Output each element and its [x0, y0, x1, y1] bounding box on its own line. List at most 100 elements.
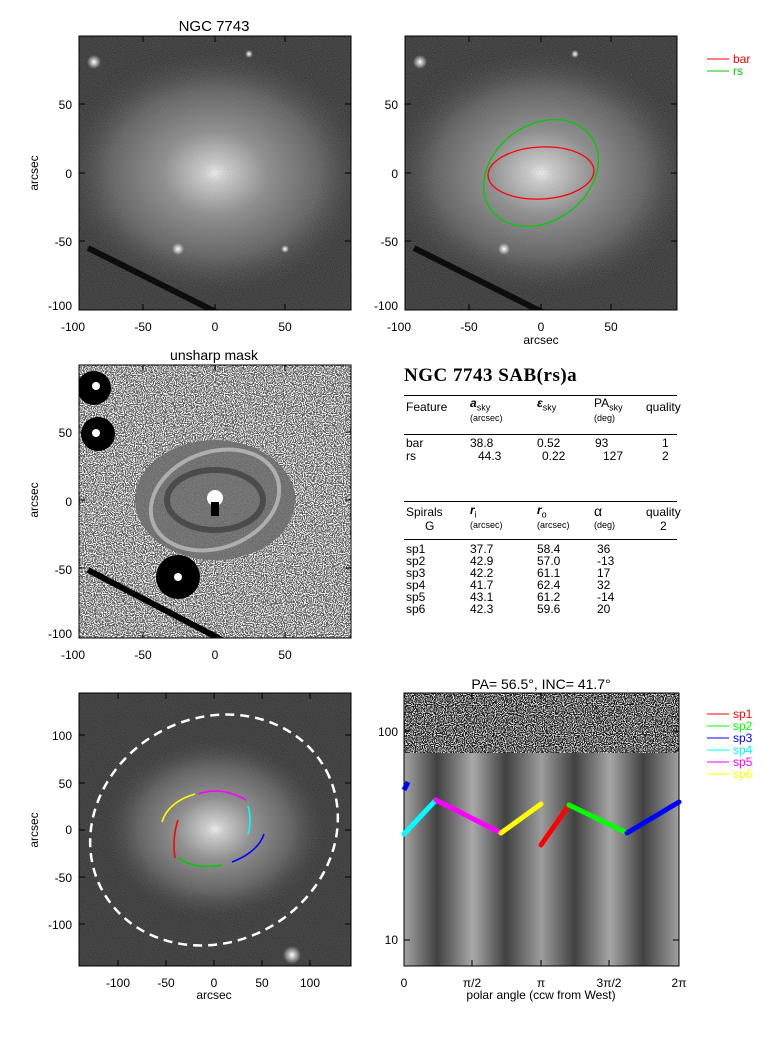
feature-name: bar [406, 436, 424, 450]
xtick-p1: 0 [212, 320, 219, 334]
spiral-ro: 57.0 [537, 554, 561, 568]
ytick-p1: -50 [55, 235, 73, 249]
spiral-ri: 37.7 [470, 542, 494, 556]
spiral-ro: 58.4 [537, 542, 561, 556]
xtick-p5: 50 [255, 976, 269, 990]
segment-sp4 [401, 797, 439, 837]
ytick-p6: 100 [378, 725, 398, 739]
legend-label-rs: rs [733, 64, 743, 78]
spiral-ri: 42.9 [470, 554, 494, 568]
xtick-p6: π/2 [463, 976, 482, 990]
disk-ellipse [88, 713, 340, 947]
legend-label-sp2: sp2 [733, 719, 753, 733]
spiral-ri: 42.2 [470, 566, 494, 580]
table-title: NGC 7743 SAB(rs)a [404, 365, 578, 386]
ytick-p5: 50 [59, 777, 73, 791]
segment-sp2 [566, 802, 630, 836]
xlabel-p2: arcsec [523, 333, 558, 347]
panel3-title: unsharp mask [170, 347, 259, 363]
segment-sp1 [538, 802, 572, 848]
ytick-p5: -50 [55, 871, 73, 885]
xtick-p5: -100 [106, 976, 130, 990]
panel-polar-plot [403, 692, 680, 967]
arc-sp2 [177, 857, 223, 868]
segment-sp3 [624, 799, 682, 836]
panel1-title: NGC 7743 [179, 18, 250, 35]
xtick-p1: -50 [134, 320, 152, 334]
spiral-segments [401, 780, 682, 848]
ytick-p3: 50 [59, 426, 73, 440]
ylabel-p1: arcsec [27, 155, 41, 190]
feature-a: 38.8 [470, 436, 494, 450]
spiral-alpha: -13 [597, 554, 615, 568]
spiral-ri: 42.3 [470, 602, 494, 616]
spiral-ri: 43.1 [470, 590, 494, 604]
spiral-alpha: 20 [597, 602, 611, 616]
ytick-p3: -50 [55, 563, 73, 577]
xtick-p2: -100 [387, 320, 411, 334]
ytick-p5: 0 [65, 823, 72, 837]
spiral-name: sp5 [406, 590, 426, 604]
xlabel-p5: arcsec [196, 988, 231, 1002]
feature-q: 1 [662, 436, 669, 450]
xtick-p5: 100 [300, 976, 320, 990]
ytick-p5: 100 [52, 729, 72, 743]
xtick-p3: 0 [212, 648, 219, 662]
tick-marks [79, 36, 679, 966]
arc-sp5 [197, 790, 247, 801]
xtick-p5: 0 [211, 976, 218, 990]
ytick-p2: -50 [381, 235, 399, 249]
spiral-alpha: 17 [597, 566, 611, 580]
feature-e: 0.22 [542, 449, 566, 463]
legend-label-sp1: sp1 [733, 707, 753, 721]
spiral-ro: 61.2 [537, 590, 561, 604]
ytick-p2: 50 [385, 98, 399, 112]
ytick-p3: 0 [65, 495, 72, 509]
xlabel-p6: polar angle (ccw from West) [466, 988, 615, 1002]
ytick-p1: -100 [48, 299, 72, 313]
ytick-p2: -100 [374, 299, 398, 313]
panel-unsharp-mask [78, 364, 352, 639]
legend-label-bar: bar [733, 52, 750, 66]
bar-ellipse [487, 146, 595, 200]
panel6-title: PA= 56.5°, INC= 41.7° [471, 676, 610, 692]
panel-ellipse-fits [404, 35, 678, 311]
xtick-p3: -50 [134, 648, 152, 662]
spiral-alpha: 32 [597, 578, 611, 592]
legend-label-sp6: sp6 [733, 767, 753, 781]
arc-sp3 [231, 833, 265, 863]
legend-label-sp4: sp4 [733, 743, 753, 757]
xtick-p6: π [537, 976, 545, 990]
spiral-ro: 59.6 [537, 602, 561, 616]
xtick-p1: -100 [61, 320, 85, 334]
panel-image-ngc7743 [78, 35, 352, 311]
spiral-ri: 41.7 [470, 578, 494, 592]
spiral-name: sp4 [406, 578, 426, 592]
feature-q: 2 [662, 449, 669, 463]
legend-label-sp3: sp3 [733, 731, 753, 745]
arc-sp6 [161, 793, 196, 823]
ytick-p1: 0 [65, 167, 72, 181]
legend-label-sp5: sp5 [733, 755, 753, 769]
panel-spiral-arcs [78, 692, 352, 967]
feature-pa: 93 [595, 436, 609, 450]
xtick-p6: 3π/2 [597, 976, 622, 990]
ytick-p2: 0 [391, 167, 398, 181]
segment-sp5 [433, 797, 504, 836]
feature-name: rs [406, 449, 416, 463]
xtick-p3: 50 [278, 648, 292, 662]
segment-sp6 [498, 801, 544, 836]
hdr-feature: Feature [406, 400, 448, 414]
xtick-p3: -100 [61, 648, 85, 662]
xtick-p2: -50 [460, 320, 478, 334]
xtick-p2: 0 [538, 320, 545, 334]
segment-sp3-wrap [401, 780, 411, 792]
feature-pa: 127 [603, 449, 624, 463]
ytick-p6: 10 [385, 933, 399, 947]
spiral-ro: 61.1 [537, 566, 561, 580]
ytick-p1: 50 [59, 98, 73, 112]
xtick-p6: 0 [401, 976, 408, 990]
spiral-name: sp1 [406, 542, 426, 556]
